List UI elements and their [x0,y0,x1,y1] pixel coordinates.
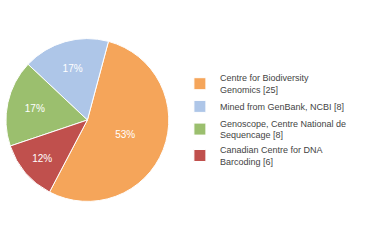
svg-text:53%: 53% [115,129,135,140]
svg-text:Centre for BiodiversityGenomic: Centre for BiodiversityGenomics [25] [220,73,309,95]
svg-text:Genoscope, Centre National deS: Genoscope, Centre National deSequencage … [220,119,346,141]
svg-text:Canadian Centre for DNABarcodi: Canadian Centre for DNABarcoding [6] [220,145,323,167]
svg-text:12%: 12% [32,153,52,164]
svg-text:17%: 17% [63,63,83,74]
svg-text:17%: 17% [25,103,45,114]
svg-text:Mined from GenBank, NCBI [8]: Mined from GenBank, NCBI [8] [220,102,344,112]
